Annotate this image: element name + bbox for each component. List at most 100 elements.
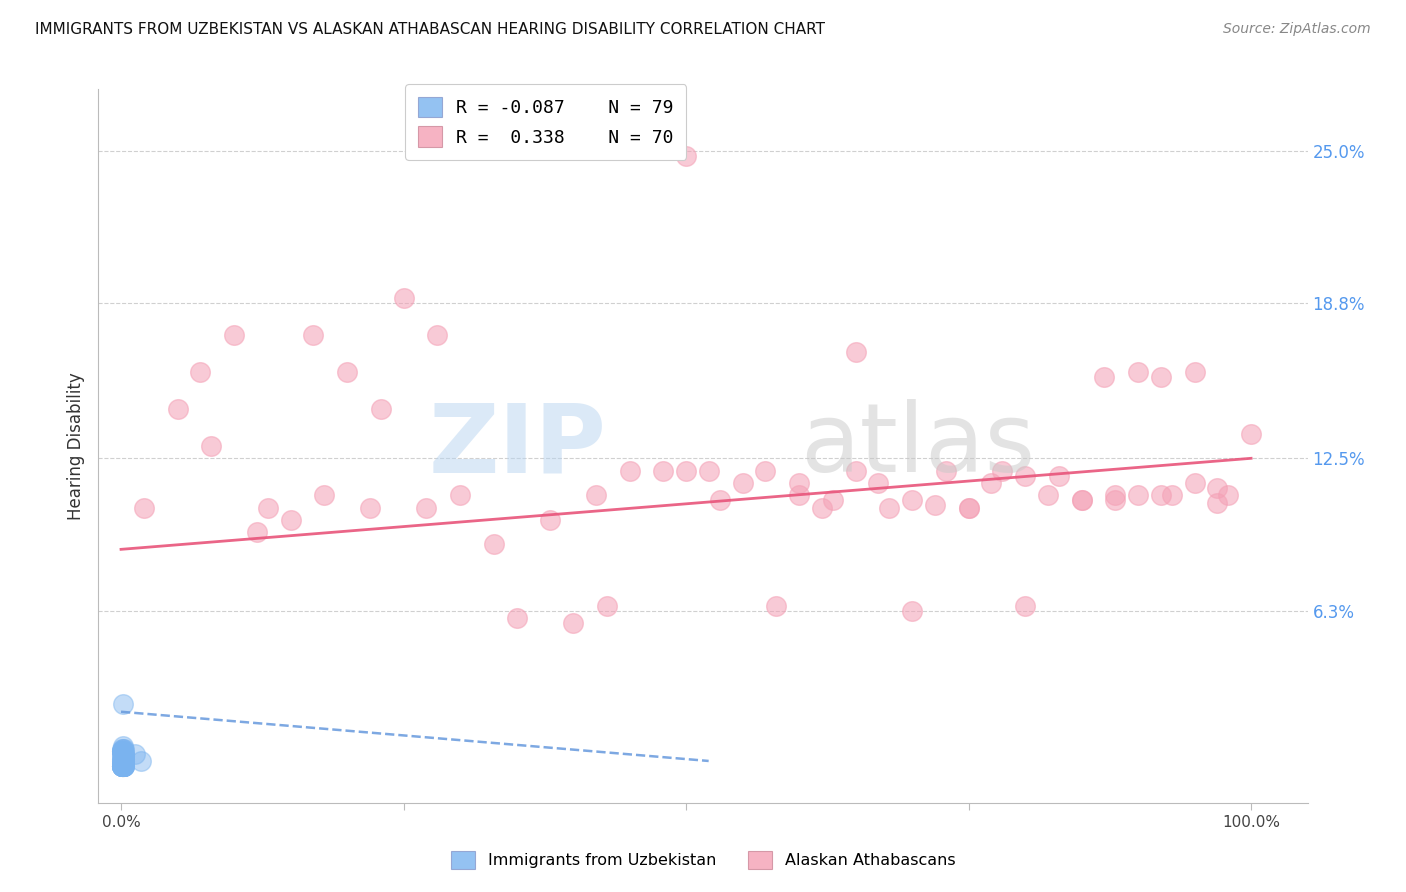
Point <box>132 500 155 515</box>
Point <box>314 488 336 502</box>
Point <box>111 759 134 773</box>
Point <box>111 759 134 773</box>
Point <box>935 464 957 478</box>
Point <box>1184 475 1206 490</box>
Point <box>112 749 135 764</box>
Point <box>112 759 135 773</box>
Point <box>1104 488 1126 502</box>
Point <box>112 759 135 773</box>
Point <box>1150 488 1173 502</box>
Point <box>112 749 135 764</box>
Point <box>112 759 135 773</box>
Point <box>1070 493 1092 508</box>
Point <box>112 759 135 773</box>
Y-axis label: Hearing Disability: Hearing Disability <box>66 372 84 520</box>
Point <box>980 475 1002 490</box>
Point <box>112 754 135 768</box>
Point <box>901 604 924 618</box>
Point <box>482 537 505 551</box>
Point <box>112 749 135 764</box>
Point <box>111 744 134 758</box>
Point <box>392 291 415 305</box>
Point <box>652 464 675 478</box>
Point <box>112 751 135 765</box>
Point <box>124 747 146 761</box>
Point <box>112 759 135 773</box>
Point <box>1126 488 1149 502</box>
Point <box>879 500 901 515</box>
Point <box>845 464 868 478</box>
Point <box>111 759 134 773</box>
Point <box>1206 481 1229 495</box>
Point <box>111 744 134 758</box>
Point <box>1126 365 1149 379</box>
Point <box>675 148 697 162</box>
Point <box>112 759 135 773</box>
Point <box>868 475 890 490</box>
Point <box>505 611 527 625</box>
Point <box>449 488 471 502</box>
Point <box>370 402 392 417</box>
Point <box>112 741 135 756</box>
Point <box>1206 495 1229 509</box>
Point <box>112 751 135 765</box>
Point <box>112 759 135 773</box>
Point <box>188 365 211 379</box>
Point <box>112 756 135 771</box>
Text: atlas: atlas <box>800 400 1035 492</box>
Point <box>112 754 135 768</box>
Point <box>1240 426 1263 441</box>
Point <box>112 747 135 761</box>
Point <box>131 754 153 768</box>
Point <box>112 747 135 761</box>
Point <box>111 741 134 756</box>
Point <box>1161 488 1184 502</box>
Point <box>222 328 245 343</box>
Point <box>111 744 134 758</box>
Point <box>562 616 585 631</box>
Point <box>112 759 135 773</box>
Point <box>111 759 134 773</box>
Point <box>112 759 135 773</box>
Point <box>1218 488 1240 502</box>
Point <box>112 739 135 754</box>
Point <box>112 759 135 773</box>
Point <box>112 754 135 768</box>
Point <box>112 749 135 764</box>
Point <box>1047 468 1070 483</box>
Point <box>111 747 134 761</box>
Point <box>787 475 810 490</box>
Point <box>1092 370 1115 384</box>
Point <box>415 500 437 515</box>
Point <box>810 500 832 515</box>
Point <box>901 493 924 508</box>
Point <box>112 756 135 771</box>
Point <box>1070 493 1092 508</box>
Point <box>112 756 135 771</box>
Point <box>585 488 607 502</box>
Point <box>257 500 280 515</box>
Text: IMMIGRANTS FROM UZBEKISTAN VS ALASKAN ATHABASCAN HEARING DISABILITY CORRELATION : IMMIGRANTS FROM UZBEKISTAN VS ALASKAN AT… <box>35 22 825 37</box>
Point <box>359 500 381 515</box>
Point <box>111 749 134 764</box>
Point <box>957 500 980 515</box>
Point <box>112 747 135 761</box>
Point <box>112 747 135 761</box>
Point <box>112 751 135 765</box>
Point <box>111 744 134 758</box>
Point <box>1014 599 1036 613</box>
Point <box>924 498 946 512</box>
Point <box>112 698 135 712</box>
Point <box>112 747 135 761</box>
Point <box>675 464 697 478</box>
Point <box>200 439 222 453</box>
Point <box>111 751 134 765</box>
Point <box>111 754 134 768</box>
Point <box>538 513 561 527</box>
Point <box>787 488 810 502</box>
Point <box>112 759 135 773</box>
Point <box>112 756 135 771</box>
Point <box>111 759 134 773</box>
Point <box>112 759 135 773</box>
Point <box>957 500 980 515</box>
